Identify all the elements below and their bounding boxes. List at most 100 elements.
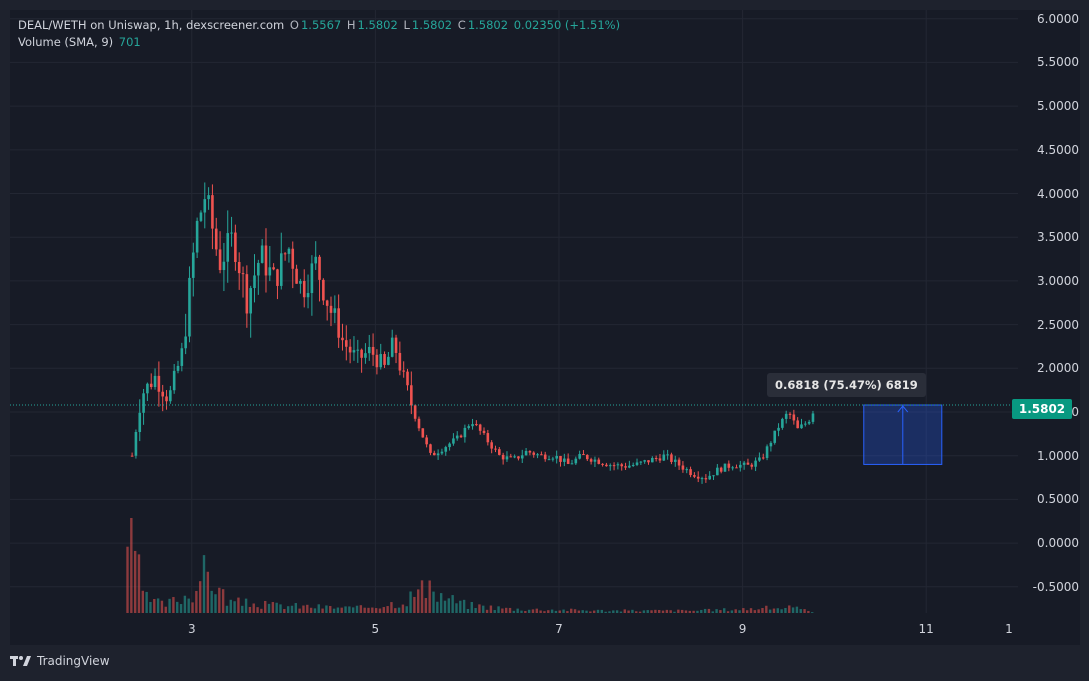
candle-body	[425, 437, 428, 445]
candle-body	[635, 462, 639, 465]
volume-bar	[325, 605, 328, 613]
candle-body	[742, 462, 746, 465]
volume-bar	[589, 611, 592, 613]
footer-brand-label: TradingView	[37, 654, 110, 668]
volume-bar	[367, 607, 370, 613]
volume-bar	[788, 605, 791, 613]
volume-bar	[799, 609, 802, 613]
volume-bar	[153, 598, 156, 613]
candle-body	[746, 462, 750, 465]
candle-body	[570, 463, 574, 465]
candle-body	[616, 464, 620, 466]
volume-bar	[374, 608, 378, 613]
volume-bar	[336, 607, 340, 613]
candle-body	[348, 346, 352, 353]
price-axis[interactable]	[1018, 10, 1080, 613]
volume-bar	[520, 610, 523, 613]
volume-bar	[700, 609, 703, 613]
candle-body	[440, 451, 444, 454]
volume-bar	[413, 596, 416, 613]
volume-bar	[807, 610, 810, 613]
candle-body	[677, 459, 681, 466]
candle-body	[750, 464, 754, 467]
candle-body	[176, 365, 180, 371]
volume-bar	[738, 610, 741, 613]
volume-bar	[298, 608, 301, 613]
volume-bar	[241, 605, 244, 613]
candle-body	[589, 459, 593, 462]
open-label: O	[289, 18, 299, 32]
candle-body	[639, 461, 643, 463]
volume-bar	[677, 609, 680, 613]
volume-bar	[524, 610, 527, 613]
candle-body	[291, 248, 295, 269]
candle-body	[299, 281, 302, 284]
volume-bar	[279, 604, 282, 613]
volume-bar	[397, 607, 401, 613]
tradingview-logo-icon	[10, 656, 31, 666]
candle-body	[402, 370, 405, 372]
volume-bar	[363, 607, 366, 613]
change-value: 0.02350 (+1.51%)	[513, 18, 621, 32]
y-tick-label: 4.0000	[1037, 186, 1079, 201]
candle-body	[390, 337, 394, 357]
candle-body	[341, 337, 344, 341]
volume-bar	[401, 604, 405, 613]
volume-bar	[218, 587, 221, 613]
candle-body	[333, 308, 337, 313]
time-axis[interactable]	[10, 613, 1018, 645]
volume-bar	[126, 546, 129, 613]
volume-bar	[585, 610, 588, 613]
volume-bar	[478, 604, 481, 613]
volume-label: Volume (SMA, 9)	[18, 35, 114, 49]
candle-body	[800, 424, 803, 429]
candle-body	[207, 195, 210, 200]
candle-body	[777, 427, 780, 431]
candle-body	[436, 453, 440, 456]
volume-bar	[570, 608, 573, 613]
current-price-tag: 1.5802	[1012, 399, 1072, 419]
volume-bar	[439, 593, 443, 613]
candle-body	[180, 348, 184, 366]
volume-bar	[745, 610, 749, 613]
volume-bar	[493, 610, 496, 613]
candle-body	[754, 460, 757, 467]
candle-body	[375, 354, 379, 368]
volume-bar	[283, 609, 286, 613]
volume-bar	[466, 608, 470, 613]
volume-bar	[447, 598, 451, 613]
volume-bar	[195, 590, 198, 613]
volume-bar	[680, 609, 684, 613]
candle-body	[279, 253, 283, 286]
volume-bar	[340, 607, 343, 613]
y-tick-label: 3.5000	[1037, 230, 1079, 245]
volume-bar	[237, 597, 240, 613]
volume-bar	[355, 605, 359, 613]
y-tick-label: 2.5000	[1037, 317, 1079, 332]
volume-bar	[612, 610, 615, 613]
candle-body	[578, 454, 581, 459]
volume-bar	[432, 591, 435, 613]
volume-bar	[252, 603, 255, 613]
volume-bar	[791, 607, 795, 613]
candle-body	[142, 393, 145, 413]
volume-bar	[646, 610, 649, 613]
candle-body	[478, 424, 482, 431]
volume-bar	[723, 608, 726, 613]
volume-bar	[757, 609, 760, 613]
candle-body	[211, 195, 214, 229]
candle-body	[494, 448, 497, 450]
candle-body	[582, 454, 585, 456]
plot-area[interactable]	[10, 10, 1018, 613]
volume-bar	[772, 608, 776, 613]
footer-brand[interactable]: TradingView	[10, 654, 110, 668]
y-tick-label: 2.0000	[1037, 361, 1079, 376]
volume-bar	[264, 600, 267, 613]
volume-bar	[730, 610, 734, 613]
y-tick-label: 1.0000	[1037, 448, 1079, 463]
candle-body	[524, 451, 528, 456]
volume-bar	[202, 555, 206, 613]
candle-body	[149, 383, 153, 387]
volume-bar	[244, 598, 248, 613]
candle-body	[203, 199, 207, 213]
